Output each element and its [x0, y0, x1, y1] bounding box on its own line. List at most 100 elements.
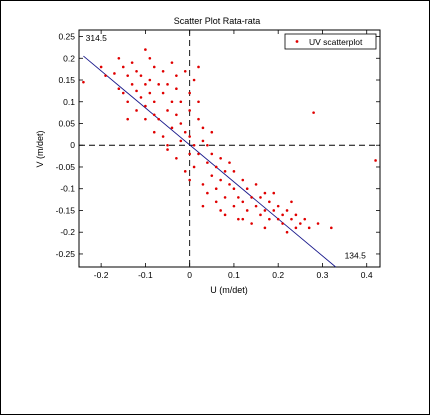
data-point — [241, 217, 245, 221]
x-tick-label: -0.1 — [138, 270, 153, 280]
data-point — [250, 222, 253, 225]
y-tick-label: 0 — [70, 140, 75, 150]
x-tick-label: 0 — [187, 270, 192, 280]
data-point — [148, 91, 152, 95]
data-point — [157, 117, 160, 121]
annotations: 314.5 134.5 — [86, 33, 366, 260]
data-point — [276, 204, 280, 208]
data-point — [99, 65, 103, 69]
data-point — [281, 222, 284, 225]
annotation-label: 134.5 — [345, 250, 367, 260]
x-tick-label: 0.3 — [317, 270, 329, 280]
y-tick-label: 0.1 — [63, 97, 75, 107]
data-point — [135, 109, 138, 112]
data-point — [254, 204, 258, 208]
data-point — [245, 209, 249, 212]
x-axis-label: U (m/det) — [210, 285, 248, 295]
data-point — [126, 74, 129, 77]
data-point — [183, 170, 187, 173]
data-point — [219, 156, 222, 160]
data-point — [175, 113, 178, 117]
plot-area — [78, 29, 381, 268]
legend-label: UV scatterplot — [309, 37, 363, 47]
data-point — [206, 161, 209, 164]
data-point — [214, 165, 218, 169]
data-point — [223, 196, 227, 199]
trend-line — [83, 55, 337, 268]
data-point — [188, 135, 191, 138]
data-point — [223, 170, 227, 173]
x-axis-ticks: -0.2 -0.1 0 0.1 0.2 0.3 0.4 — [94, 30, 373, 280]
data-point — [82, 80, 85, 84]
data-point — [126, 100, 129, 104]
data-point — [188, 91, 191, 95]
data-point — [117, 56, 121, 60]
annotation-label: 314.5 — [86, 33, 108, 43]
data-point — [232, 204, 236, 208]
data-point — [166, 83, 169, 86]
x-tick-label: -0.2 — [94, 270, 109, 280]
data-point — [170, 126, 174, 130]
data-point — [303, 217, 307, 221]
data-point — [276, 217, 280, 221]
x-tick-label: 0.1 — [228, 270, 240, 280]
data-point — [254, 183, 258, 186]
data-point — [139, 96, 143, 99]
y-tick-label: -0.1 — [60, 184, 75, 194]
data-point — [179, 122, 183, 125]
data-point — [374, 159, 377, 162]
data-point — [104, 74, 107, 77]
data-point — [263, 226, 267, 230]
data-point — [237, 217, 240, 221]
data-point — [130, 83, 134, 86]
data-point — [285, 209, 289, 212]
data-point — [272, 191, 276, 195]
data-point — [316, 222, 320, 225]
data-point — [250, 196, 253, 199]
data-point — [188, 178, 191, 182]
data-point — [152, 113, 156, 117]
data-point — [245, 187, 249, 191]
data-point — [197, 152, 200, 156]
data-point — [241, 200, 245, 204]
data-point — [197, 65, 200, 69]
data-point — [161, 70, 165, 73]
data-point — [130, 61, 134, 64]
data-point — [113, 72, 116, 75]
y-tick-label: -0.2 — [60, 227, 75, 237]
data-point — [148, 78, 152, 82]
data-point — [144, 117, 147, 121]
data-point — [259, 213, 262, 217]
data-point — [152, 100, 156, 104]
data-point — [161, 91, 165, 95]
data-point — [148, 56, 152, 60]
y-tick-label: -0.15 — [56, 205, 76, 215]
data-point — [152, 130, 156, 134]
data-point — [228, 161, 231, 164]
x-tick-label: 0.4 — [361, 270, 373, 280]
data-point — [144, 104, 147, 108]
data-point — [214, 200, 218, 204]
y-tick-label: 0.15 — [58, 75, 75, 85]
data-point — [312, 111, 315, 114]
trend-line-group — [83, 55, 337, 268]
data-point — [188, 109, 191, 112]
y-tick-label: 0.05 — [58, 118, 75, 128]
data-point — [219, 178, 222, 182]
x-tick-label: 0.2 — [272, 270, 284, 280]
data-point — [135, 70, 138, 73]
data-point — [259, 196, 262, 199]
data-point — [299, 222, 302, 225]
data-point — [197, 117, 200, 121]
data-point — [170, 61, 174, 64]
data-point — [232, 187, 236, 191]
data-point — [201, 183, 205, 186]
data-point — [294, 213, 298, 217]
data-point — [144, 83, 147, 86]
data-point — [201, 204, 205, 208]
data-point — [166, 109, 169, 112]
data-point — [175, 156, 178, 160]
data-point — [201, 126, 205, 130]
